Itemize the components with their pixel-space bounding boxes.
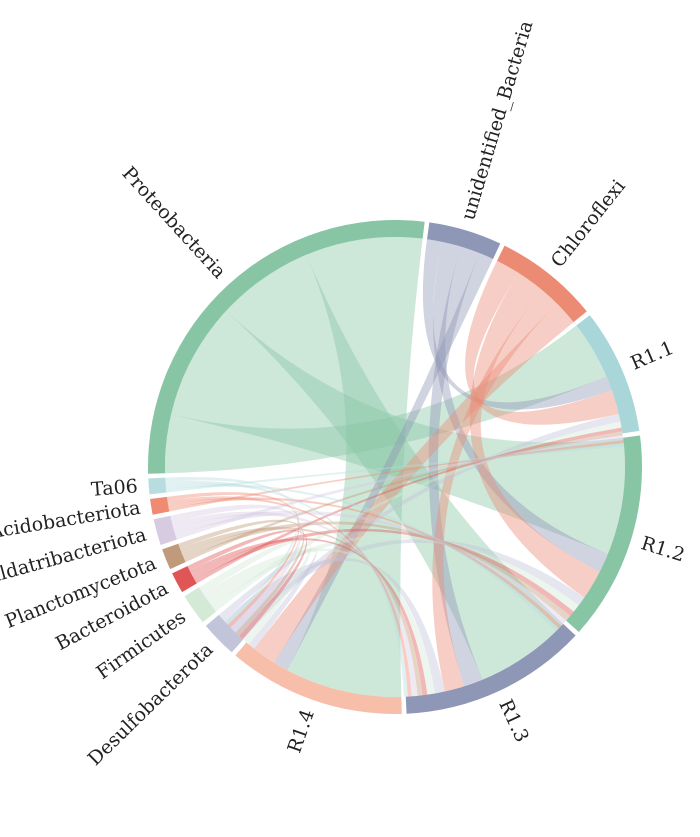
chord-ribbon (287, 237, 423, 697)
sector-arc-desulfobacterota (205, 614, 244, 653)
sector-arc-planctomycetota (162, 543, 186, 570)
chord-ribbon (175, 435, 624, 540)
chord-ribbon (432, 241, 608, 572)
chord-ribbon (173, 510, 567, 626)
chord-ribbon (170, 504, 302, 633)
sector-arc-r1-3 (405, 623, 576, 714)
sector-label: R1.4 (283, 706, 319, 755)
chord-ribbon (428, 246, 483, 687)
sector-label: unidentified_Bacteria (457, 18, 537, 222)
chord-ribbon (168, 440, 624, 512)
sector-label: R1.3 (494, 696, 533, 746)
chord-ribbon (198, 538, 312, 645)
sector-arc-firmicutes (184, 587, 217, 623)
sector-label: Ta06 (90, 475, 138, 501)
chord-ribbon (226, 254, 564, 680)
sector-arc-bacteroidota (172, 566, 197, 593)
chord-ribbon (165, 480, 408, 697)
chord-ribbon (207, 534, 579, 612)
sector-arc-r1-4 (235, 642, 402, 715)
chord-ribbons (164, 237, 626, 697)
sector-label: R1.1 (627, 337, 677, 375)
sector-arc-chloroflexi (497, 245, 587, 323)
sector-arc-ta06 (148, 477, 167, 495)
chord-ribbon (422, 239, 612, 410)
chord-ribbon (164, 325, 607, 474)
chord-ribbon (166, 443, 625, 493)
sector-label: Proteobacteria (117, 162, 230, 283)
sector-arc-r1-2 (566, 435, 643, 632)
sector-label: R1.2 (638, 532, 687, 566)
chord-ribbon (465, 260, 619, 425)
sector-arc-caldatribacteriota (153, 515, 177, 545)
chord-ribbon (179, 527, 423, 696)
sector-arc-acidobacteriota (150, 496, 170, 515)
sector-arc-unidentified-bacteria (427, 222, 501, 259)
chord-ribbon (432, 290, 558, 692)
sector-label: Chloroflexi (547, 176, 630, 272)
chord-ribbon (254, 303, 574, 663)
chord-ribbon (274, 253, 494, 671)
chord-ribbon (469, 272, 600, 598)
chord-ribbon (218, 548, 317, 649)
chord-ribbon (171, 310, 626, 554)
sector-arc-r1-1 (576, 315, 640, 434)
chord-ribbon (187, 529, 308, 640)
sector-arcs (147, 220, 643, 715)
